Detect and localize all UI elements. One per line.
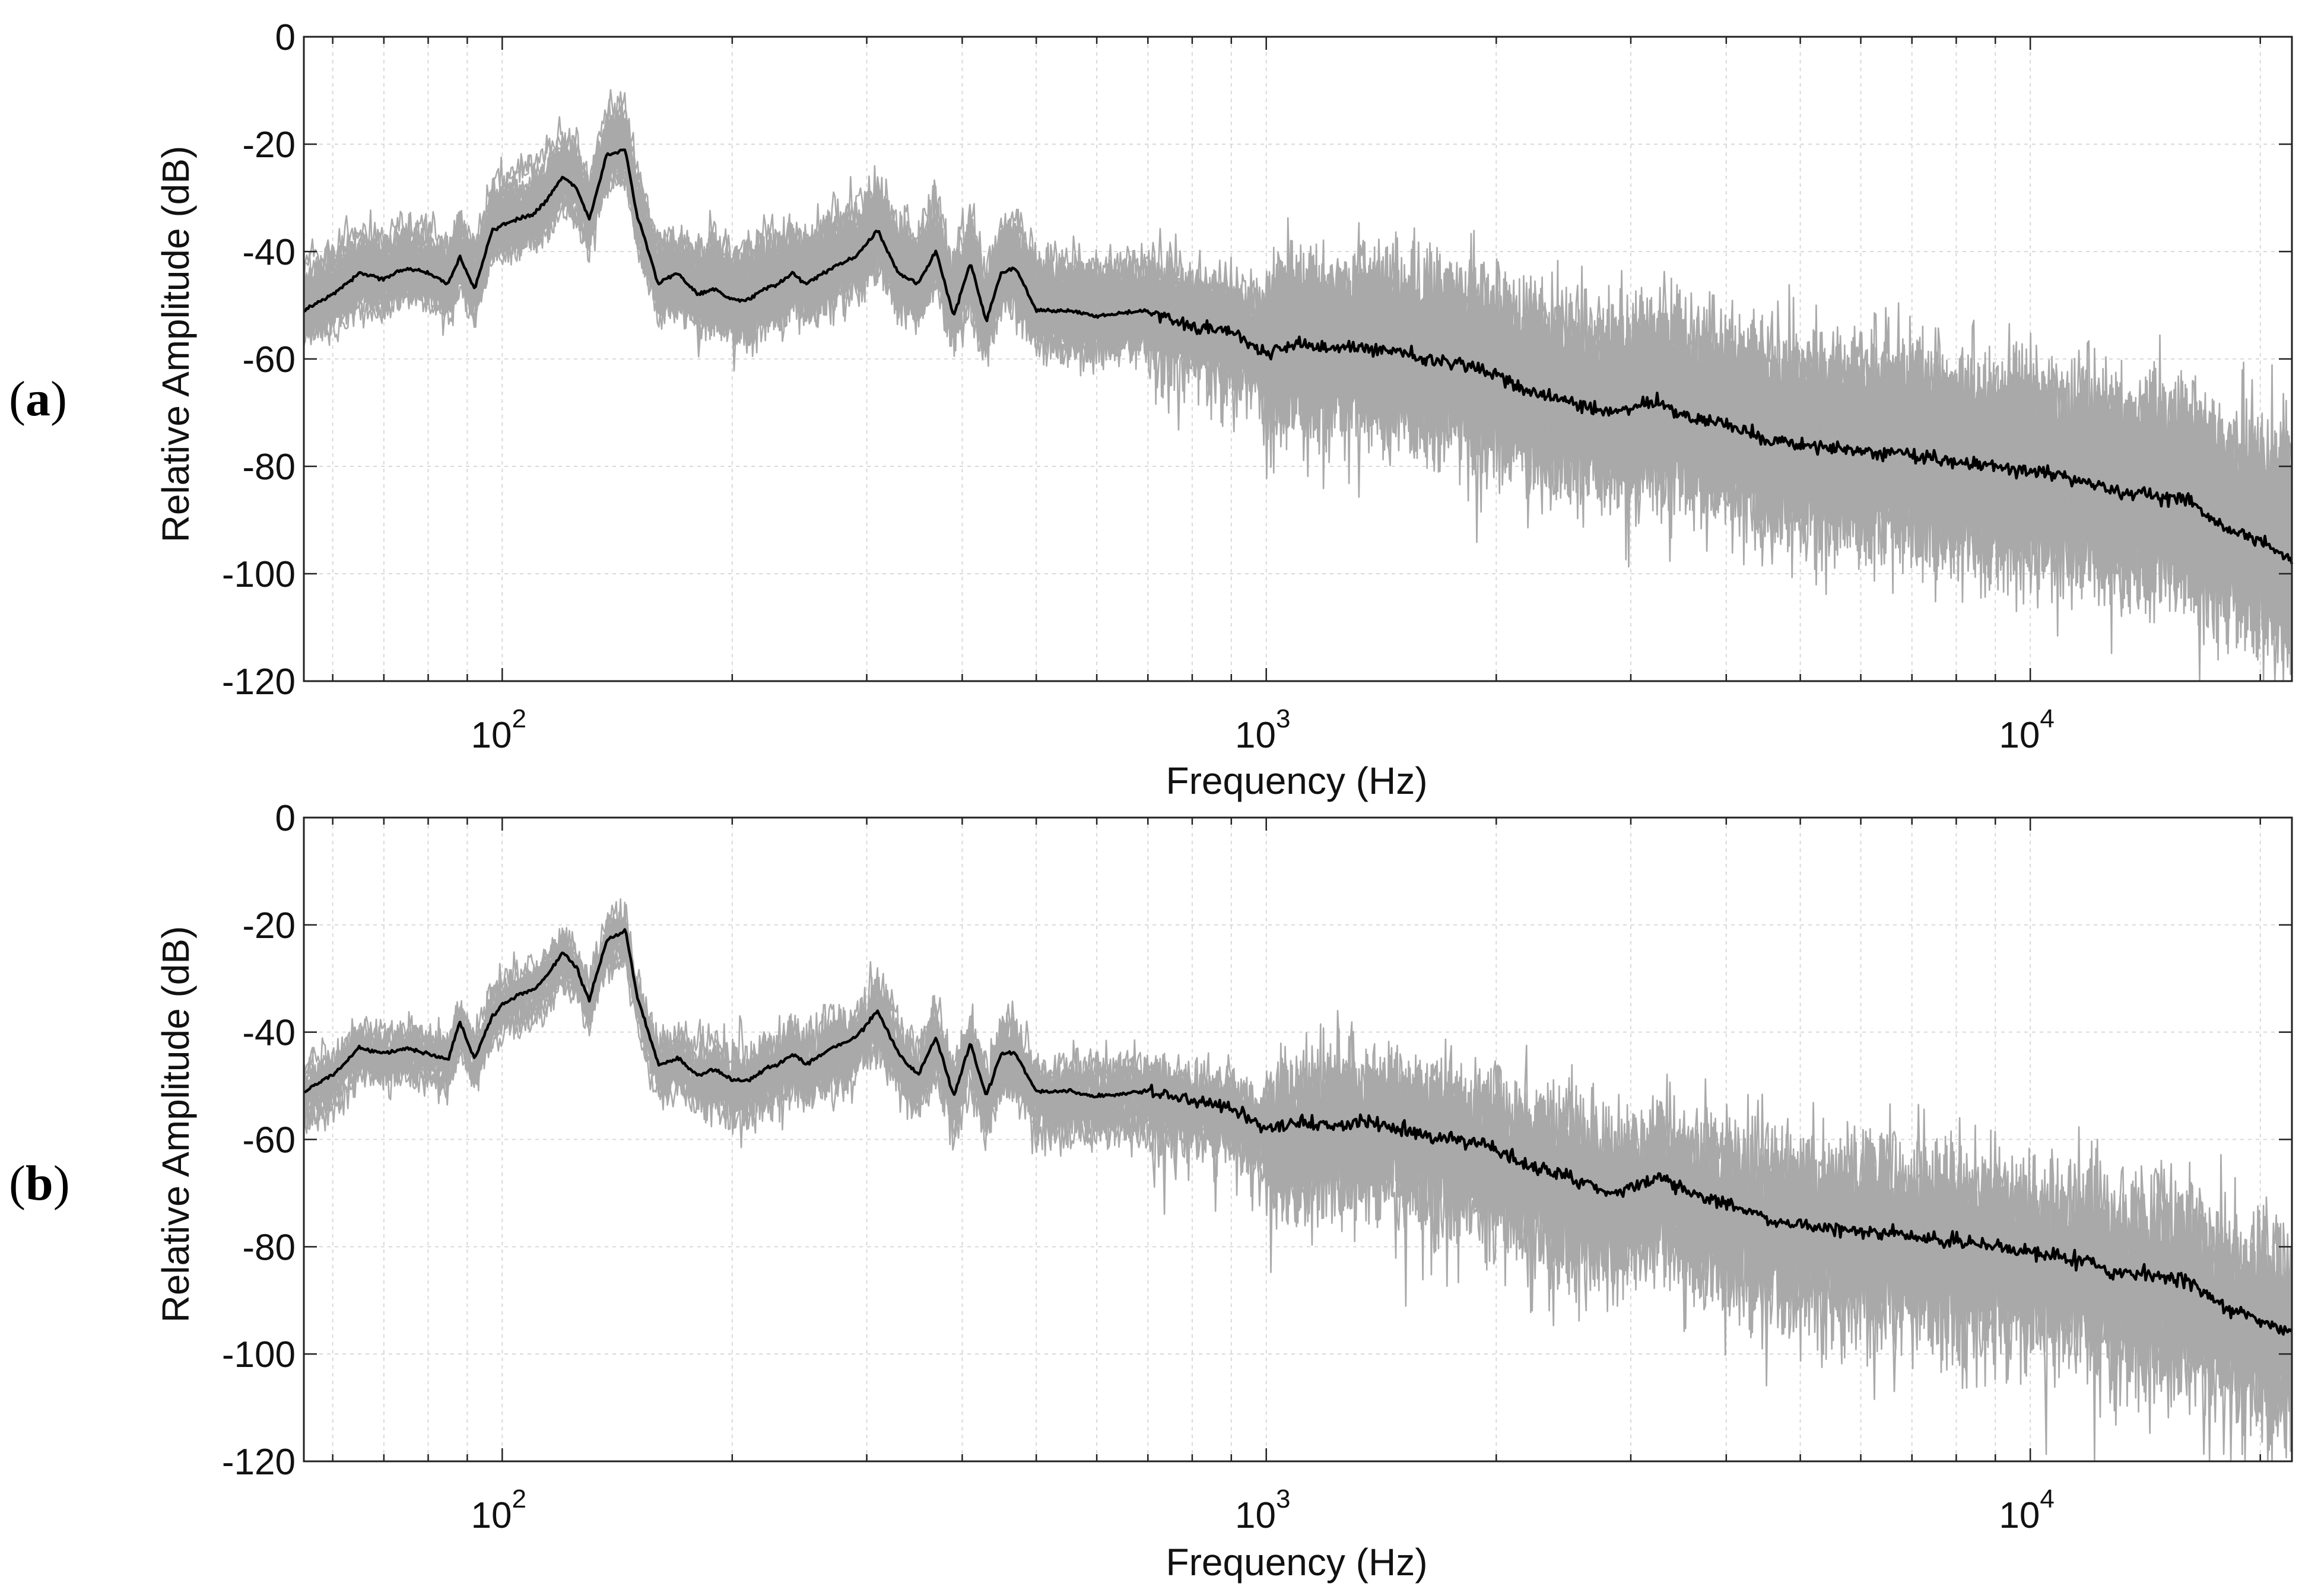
y-tick-labels-a: 0 -20 -40 -60 -80 -100 -120 <box>222 17 296 702</box>
y-tick-label: 0 <box>275 17 296 58</box>
y-tick-labels-b: 0 -20 -40 -60 -80 -100 -120 <box>222 798 296 1483</box>
y-tick-label: -80 <box>242 1227 296 1268</box>
x-tick-label-base: 10 <box>1235 1495 1276 1536</box>
x-tick-label-base: 10 <box>471 715 512 756</box>
x-tick-label-exponent: 3 <box>1276 704 1290 733</box>
y-tick-label: -120 <box>222 662 296 702</box>
x-tick-label-base: 10 <box>1235 715 1276 756</box>
x-tick-label-base: 10 <box>1999 715 2040 756</box>
y-tick-label: -120 <box>222 1442 296 1483</box>
x-tick-label: 102 <box>471 1484 526 1536</box>
y-axis-label-a: Relative Amplitude (dB) <box>154 146 197 543</box>
x-axis-label-b: Frequency (Hz) <box>1166 1541 1428 1584</box>
trace-line <box>303 138 2293 646</box>
x-axis-label-a: Frequency (Hz) <box>1166 759 1428 802</box>
x-tick-label: 103 <box>1235 704 1290 756</box>
panel-label-b: (b) <box>9 1156 70 1211</box>
x-tick-label-base: 10 <box>471 1495 512 1536</box>
y-axis-label-b: Relative Amplitude (dB) <box>154 926 197 1323</box>
y-tick-label: -40 <box>242 232 296 273</box>
y-tick-label: -60 <box>242 1120 296 1161</box>
mean-line-a <box>303 148 2294 565</box>
ticks-b <box>304 816 2292 1463</box>
x-tick-label-exponent: 2 <box>512 1484 526 1514</box>
ticks-a <box>304 36 2292 682</box>
x-tick-label-exponent: 4 <box>2040 704 2054 733</box>
mean-line-b <box>303 928 2293 1336</box>
x-tick-label-exponent: 4 <box>2040 1484 2054 1514</box>
y-tick-label: -100 <box>222 1334 296 1375</box>
x-tick-label: 102 <box>471 704 526 756</box>
panel-label-a: (a) <box>9 371 67 427</box>
panel-b: (b) Relative Amplitude (dB) Frequency (H… <box>9 798 2293 1584</box>
trace-line <box>303 942 2293 1463</box>
x-tick-label: 103 <box>1235 1484 1290 1536</box>
x-tick-labels-b: 102 103 104 <box>471 1484 2055 1536</box>
x-tick-label: 104 <box>1999 1484 2054 1536</box>
y-tick-label: 0 <box>275 798 296 839</box>
y-tick-label: -100 <box>222 554 296 595</box>
y-tick-label: -40 <box>242 1013 296 1054</box>
x-tick-label: 104 <box>1999 704 2054 756</box>
y-tick-label: -80 <box>242 447 296 488</box>
y-tick-label: -20 <box>242 905 296 946</box>
x-tick-label-exponent: 3 <box>1276 1484 1290 1514</box>
y-tick-label: -60 <box>242 339 296 380</box>
trace-lines-a <box>303 89 2293 682</box>
panel-a: (a) Relative Amplitude (dB) Frequency (H… <box>9 17 2294 802</box>
trace-lines-b <box>303 898 2293 1463</box>
x-tick-labels-a: 102 103 104 <box>471 704 2055 756</box>
x-tick-label-base: 10 <box>1999 1495 2040 1536</box>
y-tick-label: -20 <box>242 125 296 166</box>
x-tick-label-exponent: 2 <box>512 704 526 733</box>
